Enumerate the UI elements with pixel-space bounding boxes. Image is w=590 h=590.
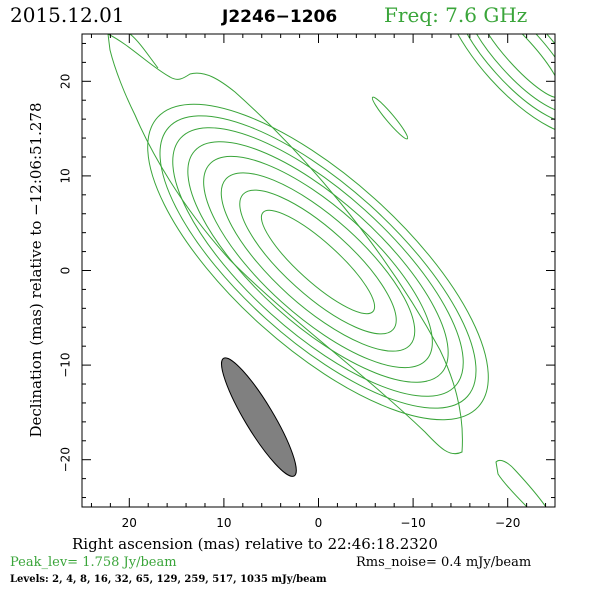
contour-ring (464, 34, 555, 113)
x-tick-labels: 20 10 0 −10 −20 (122, 516, 521, 530)
axis-ticks (82, 34, 555, 507)
peak-level: Peak_lev= 1.758 Jy/beam (10, 555, 177, 570)
y-tick-label: 20 (59, 74, 73, 89)
contour-lines (107, 34, 555, 507)
x-tick-label: −20 (495, 516, 520, 530)
y-tick-label: 0 (59, 267, 73, 275)
contour-ring (220, 172, 416, 352)
contour-ring (159, 115, 477, 409)
x-axis-label: Right ascension (mas) relative to 22:46:… (72, 535, 438, 553)
contour-ring (442, 34, 555, 136)
x-tick-label: 0 (315, 516, 323, 530)
contour-ring (107, 34, 463, 455)
contour-ring (371, 96, 409, 140)
rms-noise: Rms_noise= 0.4 mJy/beam (356, 555, 531, 570)
contour-ring (495, 459, 547, 507)
header-frequency: Freq: 7.6 GHz (384, 3, 527, 27)
header-source-name: J2246−1206 (221, 7, 337, 27)
y-tick-label: −20 (59, 447, 73, 472)
contour-ring (172, 127, 464, 397)
contour-ring (129, 34, 159, 69)
plot-frame (81, 33, 556, 508)
y-tick-labels: 20 10 0 −10 −20 (59, 74, 73, 473)
y-tick-label: 10 (59, 168, 73, 183)
contour-ring (478, 34, 555, 99)
contour-ring (453, 34, 555, 125)
x-tick-label: 10 (216, 516, 231, 530)
y-axis-label: Declination (mas) relative to −12:06:51.… (27, 102, 45, 437)
contour-ring (239, 189, 397, 335)
contour-levels: Levels: 2, 4, 8, 16, 32, 65, 129, 259, 5… (10, 574, 327, 585)
contour-ring (260, 209, 376, 315)
contour-ring (147, 103, 489, 421)
x-tick-label: −10 (400, 516, 425, 530)
contour-ring (203, 155, 433, 369)
y-tick-label: −10 (59, 352, 73, 377)
header-date: 2015.12.01 (10, 3, 125, 27)
x-tick-label: 20 (122, 516, 137, 530)
contour-ring (187, 141, 449, 383)
beam-ellipse (221, 357, 297, 477)
